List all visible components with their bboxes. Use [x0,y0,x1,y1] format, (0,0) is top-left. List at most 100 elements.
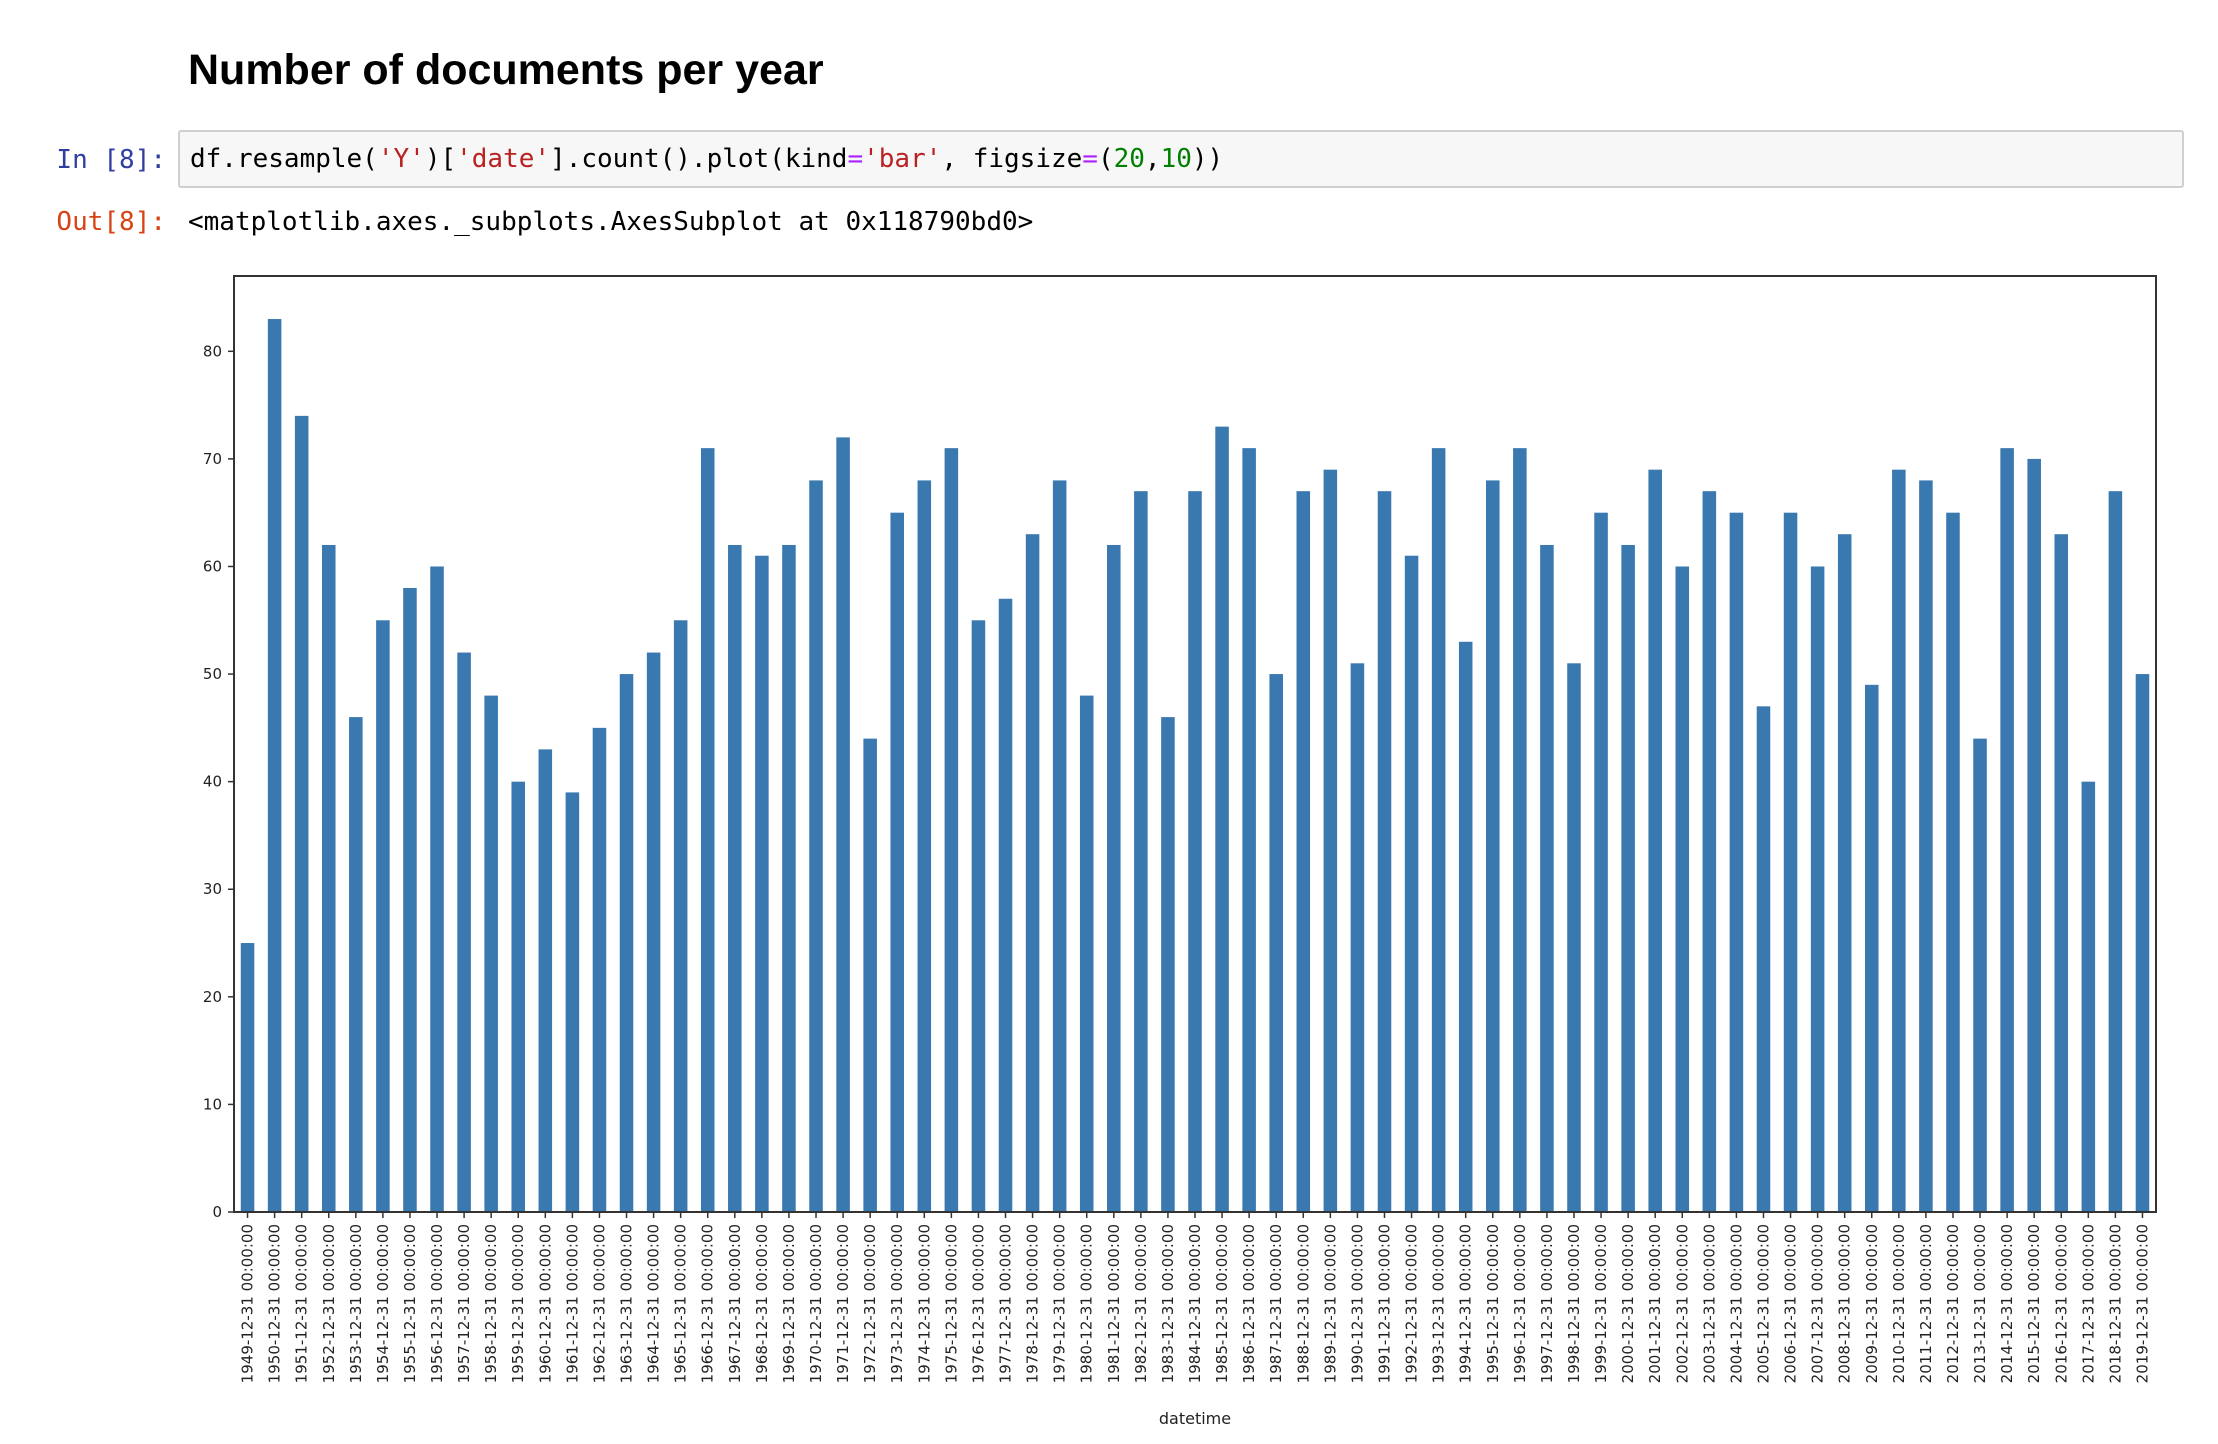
bar-26 [944,448,959,1212]
x-tick-label: 1958-12-31 00:00:00 [482,1224,500,1383]
x-tick-label: 1951-12-31 00:00:00 [293,1224,311,1383]
code-token: , [1144,144,1161,174]
y-tick-label: 60 [203,557,222,575]
bar-40 [1323,469,1338,1212]
bar-34 [1161,717,1175,1212]
y-tick-label: 0 [212,1203,222,1221]
bar-22 [836,437,850,1212]
x-tick-label: 2015-12-31 00:00:00 [2025,1224,2043,1383]
bars-layer [240,319,2150,1212]
bar-44 [1431,448,1446,1212]
bar-68 [2081,781,2096,1212]
y-tick-label: 80 [203,342,222,360]
bar-60 [1864,684,1879,1212]
x-tick-label: 1998-12-31 00:00:00 [1565,1224,1583,1383]
bar-61 [1892,469,1906,1212]
x-tick-label: 1962-12-31 00:00:00 [590,1224,608,1383]
x-tick-label: 1988-12-31 00:00:00 [1294,1224,1312,1383]
x-tick-label: 1976-12-31 00:00:00 [969,1224,987,1383]
x-tick-label: 1966-12-31 00:00:00 [699,1224,717,1383]
x-tick-label: 2017-12-31 00:00:00 [2079,1224,2097,1383]
output-prompt: Out[8]: [56,207,166,237]
y-tick-label: 40 [203,773,222,791]
bar-37 [1242,448,1256,1212]
x-tick-label: 1972-12-31 00:00:00 [861,1224,879,1383]
x-tick-label: 1975-12-31 00:00:00 [942,1224,960,1383]
bar-14 [619,674,634,1212]
bar-63 [1946,512,1960,1212]
x-tick-label: 1994-12-31 00:00:00 [1457,1224,1475,1383]
x-tick-label: 1996-12-31 00:00:00 [1511,1224,1529,1383]
bar-20 [782,544,796,1212]
bar-21 [809,480,823,1212]
bar-17 [700,448,715,1212]
bar-67 [2054,534,2069,1212]
bar-32 [1107,544,1121,1212]
bar-18 [728,544,742,1212]
x-tick-label: 1968-12-31 00:00:00 [753,1224,771,1383]
bar-48 [1540,544,1554,1212]
code-token: df.resample( [190,144,378,174]
x-tick-label: 1973-12-31 00:00:00 [888,1224,906,1383]
bar-54 [1702,491,1717,1212]
bar-42 [1377,491,1392,1212]
code-token: ].count().plot(kind [550,144,848,174]
x-tick-label: 1971-12-31 00:00:00 [834,1224,852,1383]
x-tick-label: 2019-12-31 00:00:00 [2133,1224,2151,1383]
code-number-token: 20 [1113,144,1145,174]
x-tick-label: 1993-12-31 00:00:00 [1430,1224,1448,1383]
bar-28 [998,598,1013,1212]
x-tick-label: 2002-12-31 00:00:00 [1673,1224,1691,1383]
x-tick-label: 2005-12-31 00:00:00 [1754,1224,1772,1383]
x-tick-label: 2003-12-31 00:00:00 [1700,1224,1718,1383]
bar-45 [1458,641,1473,1212]
x-tick-label: 1985-12-31 00:00:00 [1213,1224,1231,1383]
x-tick-label: 1989-12-31 00:00:00 [1321,1224,1339,1383]
bar-30 [1052,480,1067,1212]
x-tick-label: 2018-12-31 00:00:00 [2106,1224,2124,1383]
bar-53 [1675,566,1690,1212]
x-tick-label: 1949-12-31 00:00:00 [239,1224,257,1383]
x-tick-label: 1979-12-31 00:00:00 [1051,1224,1069,1383]
x-tick-label: 1955-12-31 00:00:00 [401,1224,419,1383]
bar-66 [2027,458,2041,1212]
x-tick-label: 2013-12-31 00:00:00 [1971,1224,1989,1383]
x-tick-label: 1953-12-31 00:00:00 [347,1224,365,1383]
bar-69 [2108,491,2123,1212]
bar-6 [403,588,417,1212]
x-tick-label: 1952-12-31 00:00:00 [320,1224,338,1383]
bar-47 [1513,448,1527,1212]
code-cell-input[interactable]: df.resample('Y')['date'].count().plot(ki… [178,130,2184,188]
x-tick-label: 1981-12-31 00:00:00 [1105,1224,1123,1383]
x-tick-label: 2001-12-31 00:00:00 [1646,1224,1664,1383]
x-tick-label: 1957-12-31 00:00:00 [455,1224,473,1383]
bar-13 [592,727,607,1212]
bar-8 [457,652,471,1212]
y-tick-label: 10 [203,1095,222,1113]
x-tick-label: 2006-12-31 00:00:00 [1782,1224,1800,1383]
x-tick-label: 1964-12-31 00:00:00 [645,1224,663,1383]
bar-12 [565,792,580,1212]
bar-27 [971,620,986,1212]
bar-23 [863,738,877,1212]
x-tick-label: 2009-12-31 00:00:00 [1863,1224,1881,1383]
x-axis: 1949-12-31 00:00:00 1950-12-31 00:00:00 19… [239,1212,2151,1383]
x-tick-label: 1986-12-31 00:00:00 [1240,1224,1258,1383]
x-tick-label: 1960-12-31 00:00:00 [536,1224,554,1383]
bar-43 [1404,555,1419,1212]
code-string-token: 'date' [456,144,551,174]
bar-7 [430,566,444,1212]
bar-25 [917,480,932,1212]
x-tick-label: 1987-12-31 00:00:00 [1267,1224,1285,1383]
x-tick-label: 1997-12-31 00:00:00 [1538,1224,1556,1383]
x-tick-label: 1991-12-31 00:00:00 [1375,1224,1393,1383]
bar-16 [673,620,688,1212]
x-tick-label: 2000-12-31 00:00:00 [1619,1224,1637,1383]
x-tick-label: 1980-12-31 00:00:00 [1078,1224,1096,1383]
bar-4 [349,717,363,1212]
code-token: )) [1191,144,1224,174]
bar-0 [240,943,255,1212]
x-tick-label: 1978-12-31 00:00:00 [1024,1224,1042,1383]
x-tick-label: 2007-12-31 00:00:00 [1809,1224,1827,1383]
